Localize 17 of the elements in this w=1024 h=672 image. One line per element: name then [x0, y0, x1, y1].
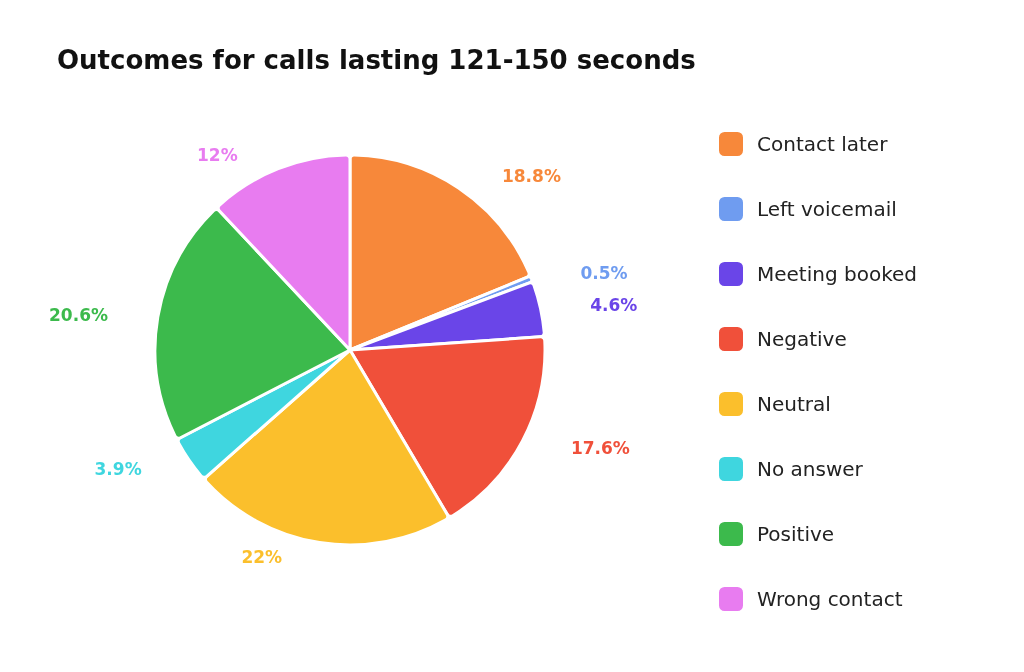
legend-label: Contact later [757, 132, 889, 156]
chart-title: Outcomes for calls lasting 121-150 seconds [57, 45, 696, 75]
data-label: 12% [196, 144, 238, 165]
legend-label: No answer [757, 457, 864, 481]
legend-label: Positive [757, 522, 835, 546]
legend-label: Neutral [757, 392, 831, 416]
data-label: 17.6% [570, 437, 630, 458]
legend-label: Wrong contact [757, 587, 903, 611]
legend-label: Meeting booked [757, 262, 918, 286]
legend-label: Left voicemail [757, 197, 897, 221]
data-label: 4.6% [590, 295, 638, 316]
data-label: 0.5% [580, 263, 628, 284]
legend-label: Negative [757, 327, 847, 351]
data-label: 3.9% [94, 458, 142, 479]
data-label: 20.6% [49, 304, 109, 325]
data-label: 22% [241, 547, 283, 568]
data-label: 18.8% [501, 165, 561, 186]
